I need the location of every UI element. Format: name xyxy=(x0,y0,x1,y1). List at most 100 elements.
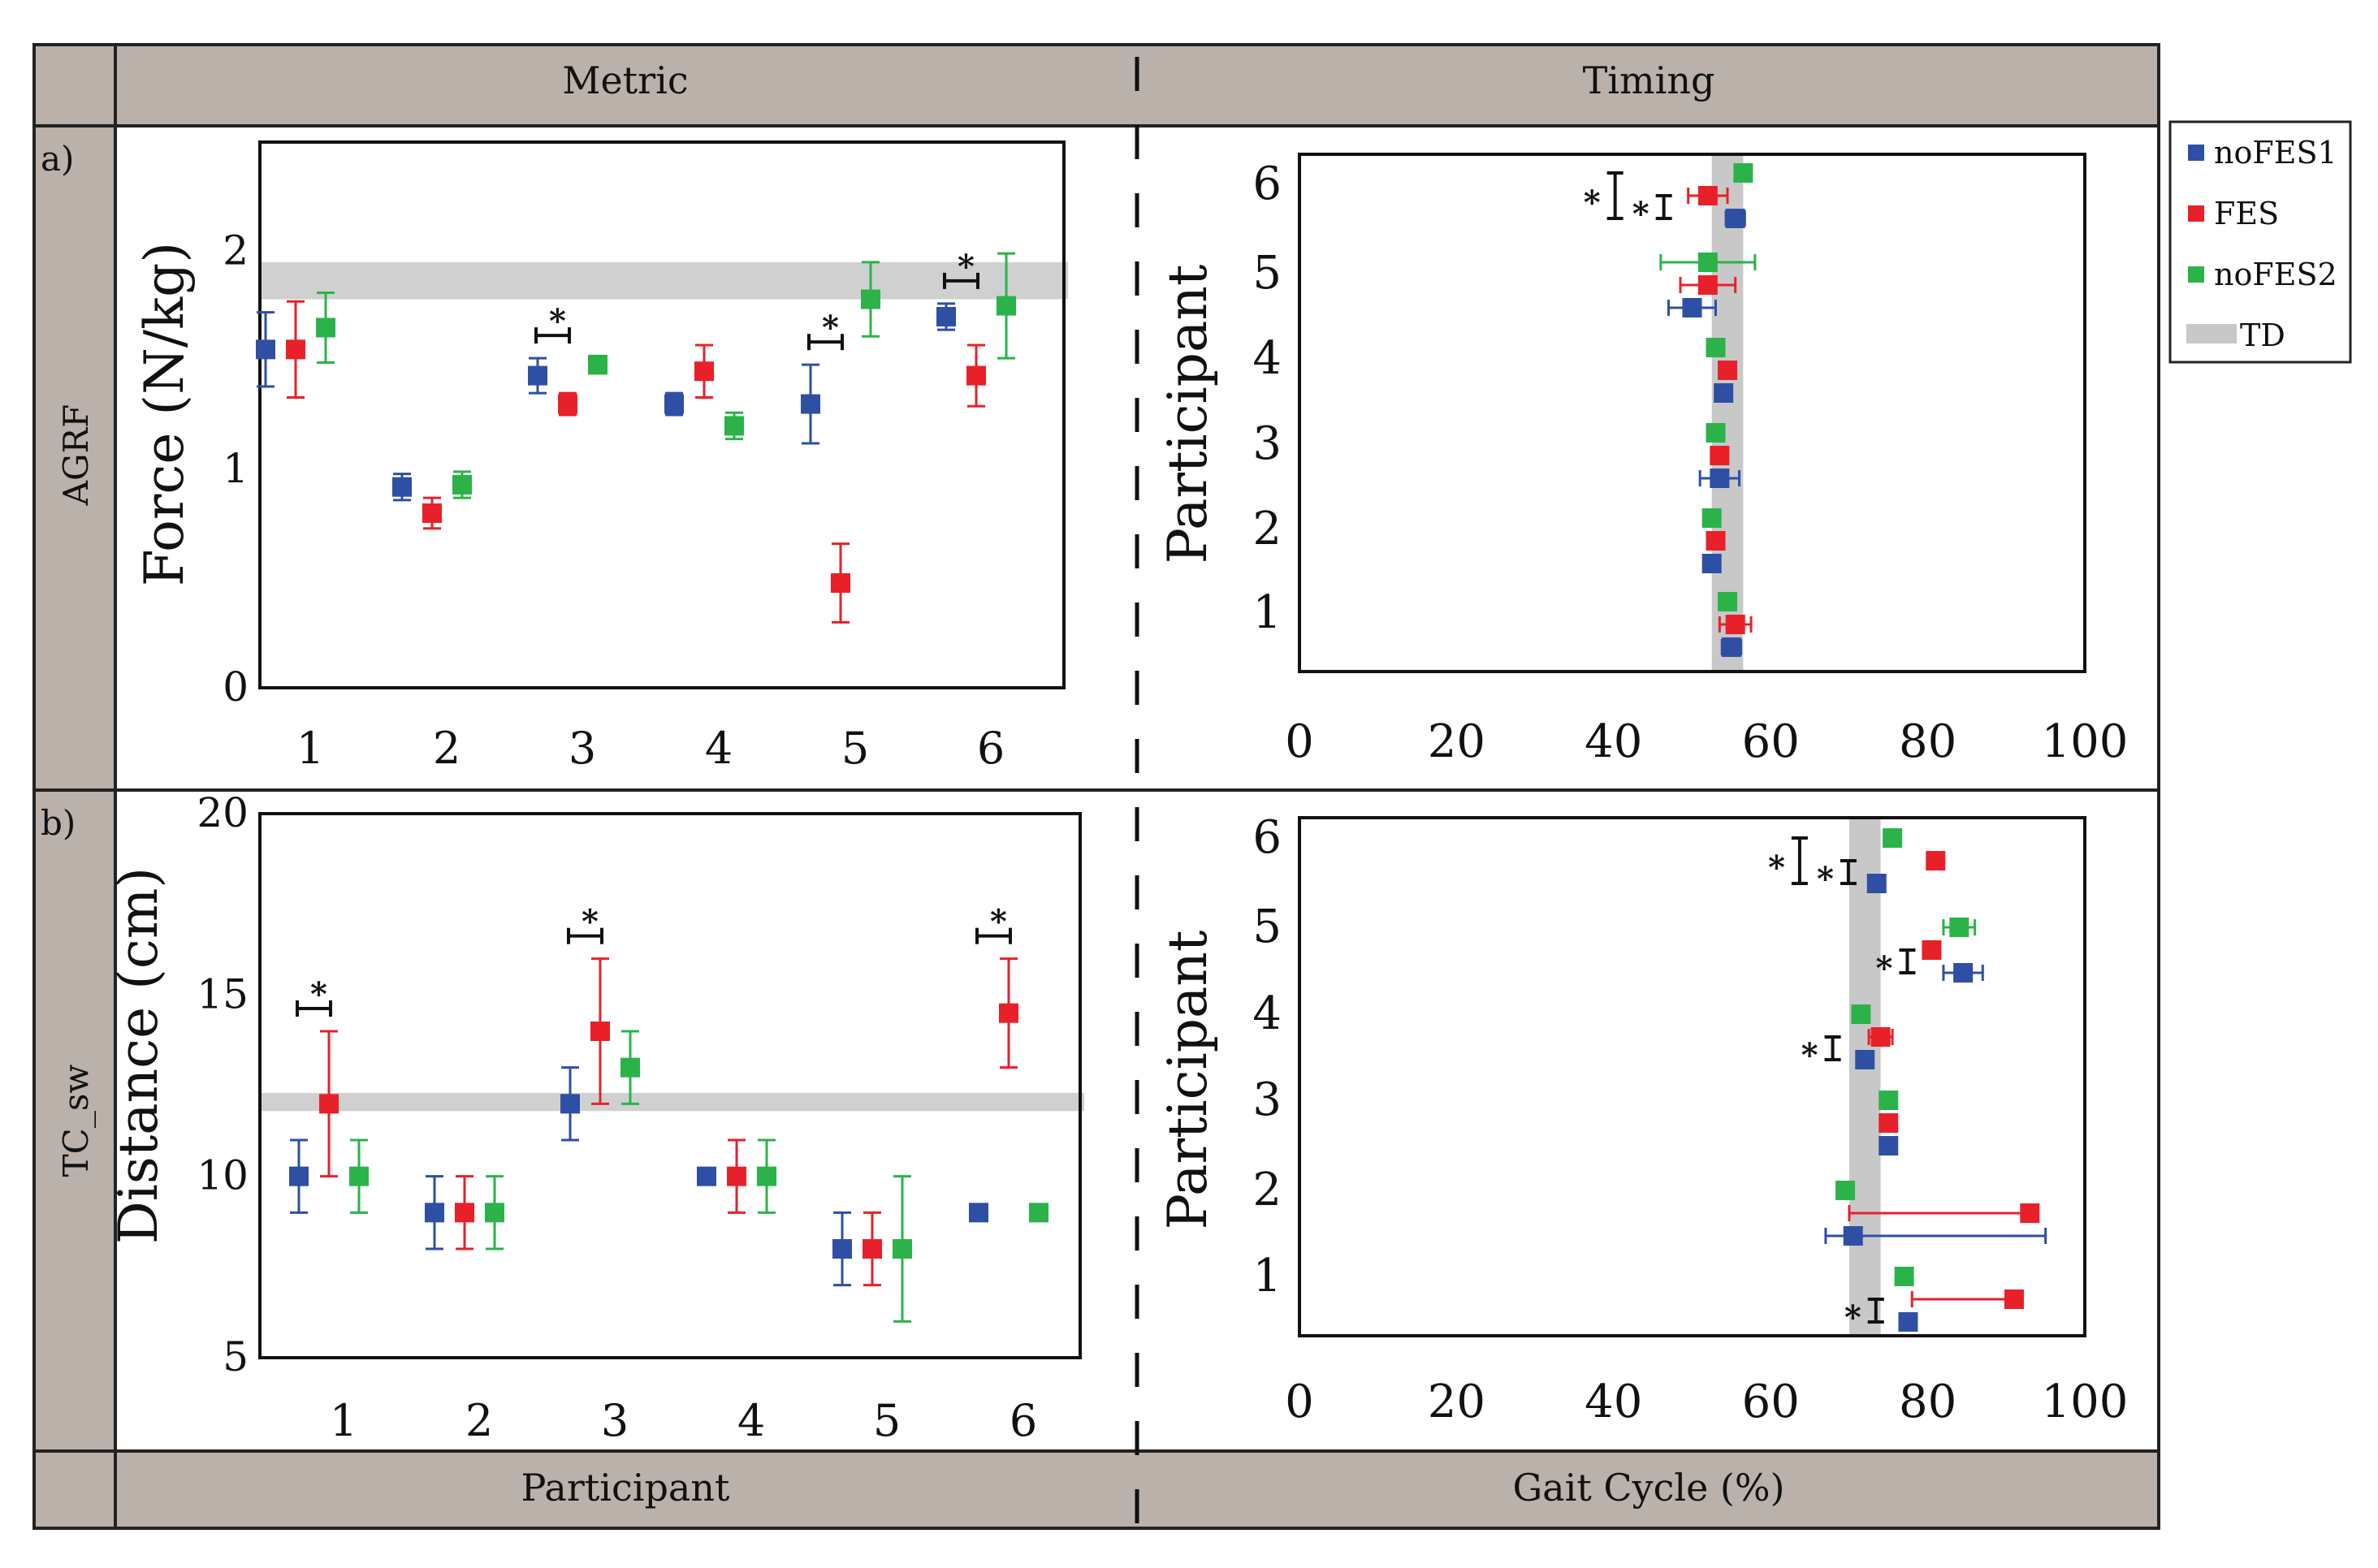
point-noFES2 xyxy=(1697,253,1718,272)
point-FES xyxy=(999,1003,1018,1023)
point-noFES1 xyxy=(801,394,820,414)
plot-frame xyxy=(258,140,1066,689)
sig-star: * xyxy=(549,302,566,340)
point-noFES2 xyxy=(1949,918,1969,937)
y-tick-label: 2 xyxy=(1252,503,1282,555)
y-axis-label: Force (N/kg) xyxy=(133,242,196,586)
x-tick-label: 6 xyxy=(977,723,1005,774)
point-noFES2 xyxy=(452,475,472,495)
point-FES xyxy=(727,1166,746,1186)
sig-star: * xyxy=(310,975,327,1013)
point-FES xyxy=(694,361,714,382)
x-tick-label: 3 xyxy=(569,723,596,774)
x-tick-label: 0 xyxy=(1285,1376,1314,1428)
point-noFES2 xyxy=(485,1203,504,1223)
point-noFES1 xyxy=(1714,383,1734,403)
point-noFES2 xyxy=(893,1239,912,1259)
x-tick-label: 60 xyxy=(1742,1376,1800,1428)
point-noFES1 xyxy=(1721,637,1741,657)
point-noFES2 xyxy=(1718,592,1738,611)
header-bar-corner xyxy=(34,45,115,126)
point-noFES2 xyxy=(1733,163,1753,183)
point-FES xyxy=(286,339,305,360)
y-tick-label: 5 xyxy=(223,1333,249,1380)
y-tick-label: 3 xyxy=(1252,417,1282,470)
point-FES xyxy=(1718,361,1738,380)
point-noFES1 xyxy=(528,365,547,386)
sig-star: * xyxy=(582,903,599,941)
sig-star: * xyxy=(1876,949,1893,987)
point-noFES1 xyxy=(560,1094,580,1114)
y-axis-label: Participant xyxy=(1157,931,1219,1230)
point-FES xyxy=(1870,1027,1891,1047)
panel-b-metric: 5 10 15 20 Distance (cm) 1 2 3 4 5 6 * * * xyxy=(107,789,1084,1446)
point-FES xyxy=(2020,1203,2040,1223)
x-tick-label: 0 xyxy=(1285,715,1314,768)
x-tick-label: 100 xyxy=(2042,715,2129,768)
point-noFES1 xyxy=(969,1203,988,1223)
footer-bar xyxy=(34,1451,2159,1528)
row-a-label: a) xyxy=(41,139,74,179)
point-noFES2 xyxy=(1706,338,1726,357)
x-tick-label: 5 xyxy=(841,723,869,774)
x-tick-label: 20 xyxy=(1428,715,1485,768)
sig-star: * xyxy=(1801,1036,1818,1074)
x-tick-label: 6 xyxy=(1010,1395,1037,1446)
legend-swatch-noFES2 xyxy=(2188,266,2204,283)
point-noFES2 xyxy=(588,355,607,375)
point-FES xyxy=(1697,186,1718,205)
point-FES xyxy=(831,572,850,593)
y-tick-label: 5 xyxy=(1252,247,1282,300)
x-tick-label: 80 xyxy=(1899,1376,1956,1428)
point-noFES1 xyxy=(1879,1136,1899,1155)
legend-label-noFES2: noFES2 xyxy=(2214,257,2337,292)
point-FES xyxy=(558,394,577,414)
x-tick-label: 1 xyxy=(330,1395,357,1446)
point-noFES1 xyxy=(1855,1050,1875,1069)
sig-star: * xyxy=(958,248,975,286)
point-FES xyxy=(422,503,442,523)
sig-star: * xyxy=(1584,184,1601,222)
y-tick-label: 1 xyxy=(1252,1250,1282,1302)
point-FES xyxy=(1710,446,1730,465)
td-band xyxy=(1848,818,1881,1336)
row-b-name: TC_sw xyxy=(56,1065,96,1177)
point-noFES2 xyxy=(1894,1267,1914,1286)
y-tick-label: 6 xyxy=(1252,158,1282,210)
x-tick-label: 3 xyxy=(601,1395,629,1446)
point-noFES2 xyxy=(1879,1091,1899,1110)
y-tick-label: 10 xyxy=(197,1152,249,1199)
legend-label-noFES1: noFES1 xyxy=(2214,135,2337,171)
td-band xyxy=(260,261,1068,300)
x-tick-label: 80 xyxy=(1899,715,1956,768)
point-noFES1 xyxy=(664,394,684,414)
td-band xyxy=(1711,154,1744,672)
point-noFES1 xyxy=(1953,963,1974,983)
point-noFES1 xyxy=(832,1239,852,1259)
x-tick-label: 5 xyxy=(873,1395,901,1446)
y-tick-label: 20 xyxy=(197,789,249,836)
sig-star: * xyxy=(1768,849,1785,887)
plot-frame xyxy=(1298,153,2086,673)
point-FES xyxy=(1926,851,1946,870)
point-noFES1 xyxy=(1843,1226,1863,1246)
y-tick-label: 5 xyxy=(1252,901,1282,953)
point-noFES1 xyxy=(1710,469,1730,488)
plot-frame xyxy=(1298,816,2086,1337)
point-noFES1 xyxy=(1866,874,1887,893)
point-noFES1 xyxy=(289,1166,309,1186)
point-noFES1 xyxy=(936,307,956,327)
x-tick-label: 20 xyxy=(1428,1376,1485,1428)
point-FES xyxy=(590,1022,610,1041)
y-tick-label: 1 xyxy=(1252,586,1282,639)
x-tick-label: 4 xyxy=(737,1395,765,1446)
point-noFES2 xyxy=(997,296,1016,316)
point-FES xyxy=(966,365,986,386)
point-FES xyxy=(863,1239,882,1259)
point-noFES2 xyxy=(1835,1181,1856,1200)
point-noFES2 xyxy=(1029,1203,1048,1223)
sig-star: * xyxy=(990,903,1007,941)
point-FES xyxy=(1697,275,1718,295)
sig-star: * xyxy=(1844,1298,1861,1337)
